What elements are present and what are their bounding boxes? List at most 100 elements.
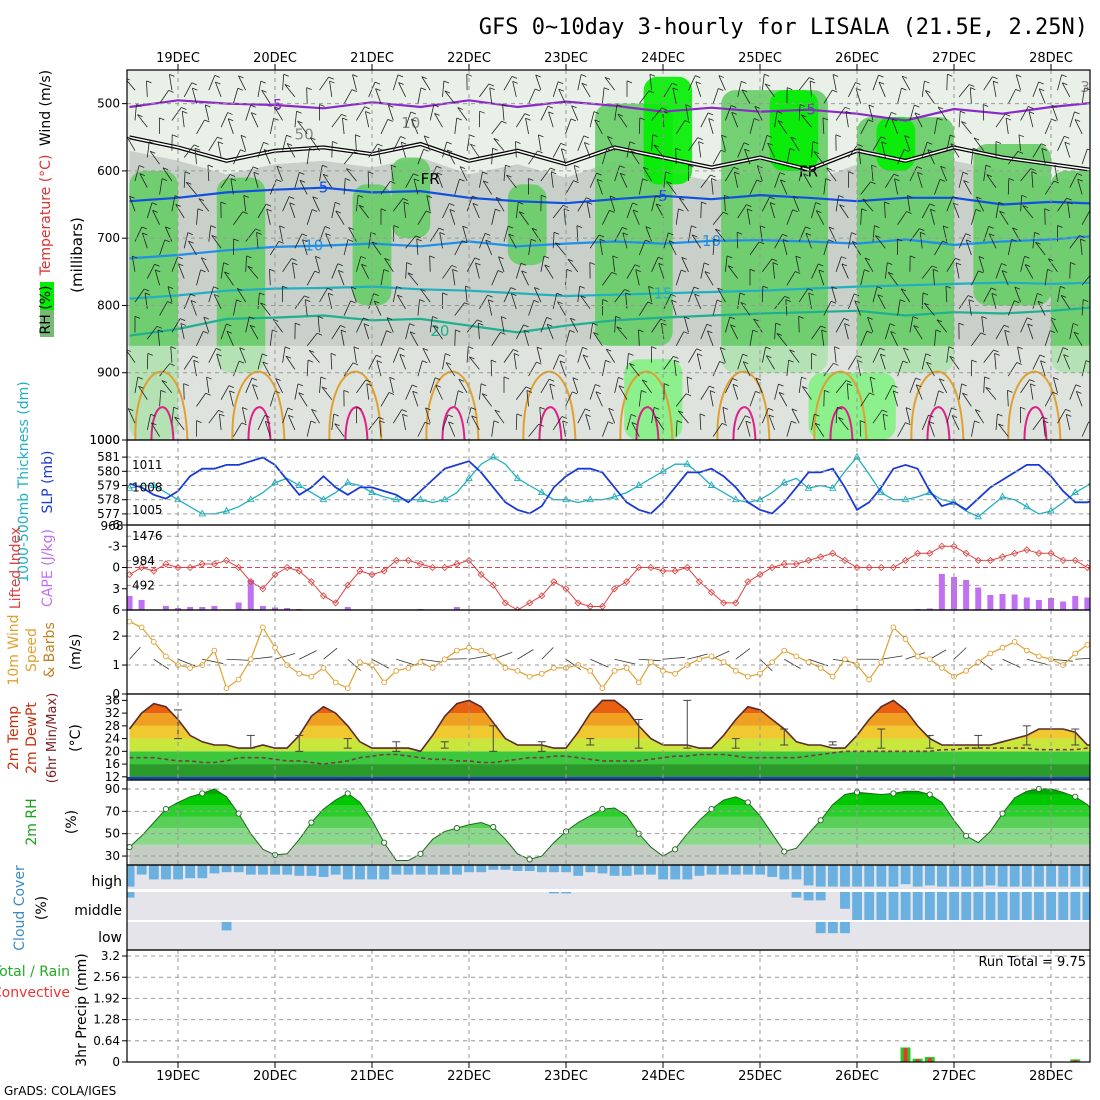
date-label-bottom: 20DEC (253, 1069, 297, 1084)
date-label-top: 27DEC (932, 51, 976, 66)
wind-barb (257, 81, 262, 97)
wind-barb (638, 240, 646, 256)
wind-barb-flag (301, 233, 308, 237)
wind-barb-flag (937, 117, 943, 121)
cloud-cell (876, 892, 887, 920)
wind-barb (457, 107, 468, 121)
wind-barb (1032, 354, 1041, 370)
wind-barb-flag (233, 238, 239, 242)
wind-barb (698, 141, 702, 158)
wind-barb (356, 317, 364, 333)
thickness-marker (634, 481, 643, 488)
temp-tick-label: 16 (105, 757, 120, 771)
wind-barb (891, 118, 898, 135)
wind-barb (673, 360, 677, 377)
wind-barb-flag (733, 166, 739, 170)
li-marker (865, 563, 873, 572)
wind-barb (753, 318, 763, 333)
wind-barb (845, 111, 849, 128)
li-marker (744, 578, 752, 586)
wind-barb-flag (242, 407, 248, 410)
wind-barb-flag (284, 346, 291, 350)
wind-barb-flag (358, 204, 365, 208)
wind-barb-flag (870, 376, 876, 380)
wind-barb (700, 262, 705, 279)
wind-barb-flag (592, 322, 598, 326)
wind-barb (715, 228, 726, 242)
wind-barb (196, 208, 199, 225)
wind-barb (429, 316, 433, 333)
wind-barb-flag (846, 380, 852, 383)
wind-barb-flag (841, 256, 847, 260)
wind-barb (1065, 414, 1071, 430)
wind-barb (798, 316, 800, 333)
wind-barb (1020, 168, 1031, 182)
wind-barb (790, 136, 800, 151)
wind-barb-flag (906, 211, 912, 214)
cloud-cell (876, 865, 887, 887)
wind-barb-flag (229, 174, 236, 177)
precip-legend-total: Total / Rain (0, 964, 70, 980)
wind-barb-flag (791, 408, 798, 412)
wind-barb-flag (178, 263, 184, 267)
cloud-cell (1082, 865, 1090, 887)
wind-speed-marker (635, 679, 642, 686)
temp-tick-label: 24 (105, 732, 120, 746)
cloud-plot (127, 865, 1090, 950)
wind-barb (465, 286, 468, 303)
date-label-top: 26DEC (835, 51, 879, 66)
wind-barb (352, 74, 357, 91)
rh-axis-label-2: (%) (64, 810, 80, 834)
wind-speed-marker (720, 659, 727, 665)
wind-barb-flag (227, 112, 233, 115)
cloud-cell (367, 865, 377, 880)
wind-barb (589, 234, 600, 249)
wind-barb (220, 262, 224, 279)
wind-barb-flag (132, 255, 138, 259)
wind-barb (950, 143, 960, 158)
wind-barb (675, 393, 687, 407)
wind-barb-flag (967, 295, 974, 298)
wind-barb-flag (762, 285, 769, 289)
wind-barb-flag (422, 360, 428, 364)
wind-barb-flag (788, 359, 794, 363)
wind-barb-flag (515, 141, 521, 144)
wind-barb (744, 149, 751, 165)
wind-barb (949, 356, 960, 370)
wind-barb (686, 376, 689, 393)
wind-barb (515, 386, 527, 400)
wind-barb (811, 325, 822, 340)
wind-barb (801, 386, 812, 400)
wind-barb (311, 409, 320, 424)
wind-barb (1052, 377, 1058, 394)
wind-barb (565, 391, 573, 407)
wind-barb (1057, 409, 1066, 424)
wind-barb-flag (367, 171, 374, 175)
li-marker (404, 556, 412, 564)
wind-barb (343, 300, 351, 316)
wind-barb (429, 255, 431, 272)
wind-barb (596, 179, 603, 195)
li-marker (853, 563, 861, 572)
wind-barb (149, 151, 160, 165)
cape-bar (1060, 601, 1067, 610)
wind-barb (921, 265, 933, 279)
li-marker (914, 549, 922, 557)
wind-barb (580, 295, 591, 310)
wind-barb-flag (433, 104, 439, 108)
wind-barb-flag (346, 168, 352, 171)
wind-barb (577, 347, 583, 363)
wind-barb-flag (739, 292, 746, 296)
cloud-cell (706, 865, 717, 875)
cloud-cell (694, 865, 705, 876)
wind-barb (275, 378, 283, 394)
wind-barb-flag (561, 416, 568, 419)
wind-barb-flag (628, 353, 634, 356)
wind-barb (552, 81, 559, 98)
wind-barb (330, 353, 333, 370)
wind-speed-marker (999, 644, 1006, 651)
wind-barb-flag (942, 240, 948, 244)
wind-barb-flag (291, 258, 297, 261)
wind-barb-flag (755, 377, 762, 381)
wind-barb-flag (273, 319, 279, 322)
